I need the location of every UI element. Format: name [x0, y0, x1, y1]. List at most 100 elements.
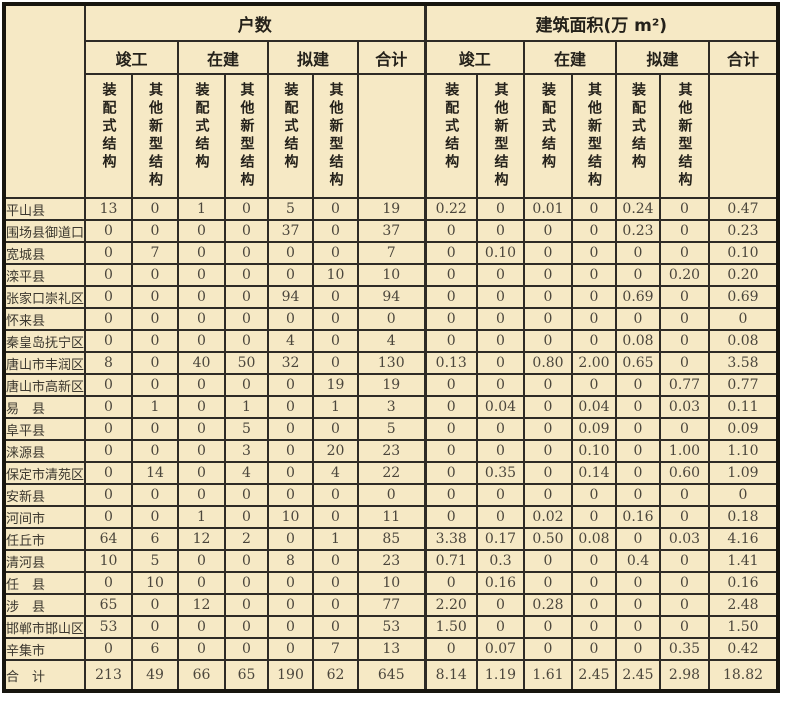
data-cell: 0 — [424, 395, 479, 419]
data-cell: 0 — [177, 241, 227, 265]
block-title-floor-area: 建筑面积(万 m²) — [424, 3, 780, 42]
data-cell: 0 — [476, 263, 526, 287]
data-cell: 0.42 — [708, 637, 780, 661]
data-cell: 0 — [571, 197, 618, 221]
data-cell: 0 — [357, 307, 427, 331]
data-cell: 13 — [84, 197, 134, 221]
data-cell: 0 — [312, 307, 360, 331]
row-label: 邯郸市邯山区 — [2, 615, 87, 639]
data-cell: 0 — [267, 483, 315, 507]
top-header-row: 户数 建筑面积(万 m²) — [2, 3, 780, 199]
table-row: 涞源县 0 0 0 3 0 20 23 0 0 0 0.10 0 1.00 1.10 — [2, 439, 780, 463]
data-cell: 0 — [571, 615, 618, 639]
data-cell: 0 — [267, 593, 315, 617]
sub-header-prefab-structure: 装配式结构 — [177, 73, 227, 199]
data-cell: 0.77 — [708, 373, 780, 397]
data-cell: 0.77 — [659, 373, 711, 397]
data-cell: 0 — [267, 615, 315, 639]
row-label: 任丘市 — [2, 527, 87, 551]
data-cell: 0 — [131, 285, 180, 309]
data-cell: 0.03 — [659, 527, 711, 551]
data-cell: 0 — [424, 241, 479, 265]
data-cell: 0 — [224, 483, 270, 507]
data-cell: 0 — [312, 351, 360, 375]
data-cell: 14 — [131, 461, 180, 485]
data-cell: 2.48 — [708, 593, 780, 617]
data-cell: 0 — [571, 329, 618, 353]
data-cell: 3 — [224, 439, 270, 463]
data-cell: 1.61 — [523, 659, 574, 692]
sub-header-other-new-structure: 其他新型结构 — [312, 73, 360, 199]
data-cell: 0 — [131, 329, 180, 353]
data-cell: 0 — [571, 549, 618, 573]
block-title-households: 户数 — [84, 3, 427, 42]
table-row: 邯郸市邯山区 53 0 0 0 0 0 53 1.50 0 0 0 0 0 1.50 — [2, 615, 780, 639]
data-cell: 0 — [523, 219, 574, 243]
data-cell: 1.09 — [708, 461, 780, 485]
row-label: 保定市清苑区 — [2, 461, 87, 485]
sub-header-other-new-structure: 其他新型结构 — [571, 73, 618, 199]
data-cell: 0 — [424, 373, 479, 397]
data-cell: 10 — [267, 505, 315, 529]
vertical-label: 装配式结构 — [100, 82, 117, 172]
data-cell: 0 — [523, 483, 574, 507]
data-cell: 0 — [224, 329, 270, 353]
data-cell: 0 — [312, 505, 360, 529]
data-cell: 0 — [424, 505, 479, 529]
table-row: 围场县御道口 0 0 0 0 37 0 37 0 0 0 0 0.23 0 0.23 — [2, 219, 780, 243]
row-label: 唐山市高新区 — [2, 373, 87, 397]
data-cell: 0 — [312, 219, 360, 243]
data-cell: 0 — [312, 593, 360, 617]
data-cell: 0.17 — [476, 527, 526, 551]
data-cell: 0 — [659, 307, 711, 331]
data-cell: 6 — [131, 527, 180, 551]
data-cell: 0 — [571, 637, 618, 661]
data-cell: 0 — [571, 505, 618, 529]
group-header-completed-area: 竣工 — [424, 40, 526, 75]
data-cell: 1 — [312, 527, 360, 551]
table-row: 河间市 0 0 1 0 10 0 11 0 0 0.02 0 0.16 0 0.18 — [2, 505, 780, 529]
data-cell: 0 — [424, 285, 479, 309]
data-cell: 0 — [84, 307, 134, 331]
data-cell: 1.10 — [708, 439, 780, 463]
data-cell: 0 — [357, 483, 427, 507]
data-cell: 0.08 — [708, 329, 780, 353]
data-cell: 4 — [224, 461, 270, 485]
data-cell: 0 — [177, 483, 227, 507]
group-header-total-area: 合计 — [708, 40, 780, 75]
data-cell: 0.3 — [476, 549, 526, 573]
data-cell: 0 — [659, 219, 711, 243]
sub-header-other-new-structure: 其他新型结构 — [659, 73, 711, 199]
data-cell: 0 — [615, 373, 662, 397]
data-cell: 0.14 — [571, 461, 618, 485]
data-cell: 645 — [357, 659, 427, 692]
data-cell: 0 — [615, 307, 662, 331]
data-cell: 0 — [131, 219, 180, 243]
row-label: 围场县御道口 — [2, 219, 87, 243]
vertical-label: 其他新型结构 — [492, 82, 509, 190]
data-cell: 0.04 — [476, 395, 526, 419]
vertical-label: 其他新型结构 — [327, 82, 344, 190]
data-cell: 0.04 — [571, 395, 618, 419]
group-header-planned-area: 拟建 — [615, 40, 711, 75]
data-cell: 0.22 — [424, 197, 479, 221]
data-cell: 1 — [312, 395, 360, 419]
data-cell: 0 — [312, 615, 360, 639]
data-cell: 0 — [659, 593, 711, 617]
data-cell: 64 — [84, 527, 134, 551]
data-cell: 62 — [312, 659, 360, 692]
data-cell: 3.58 — [708, 351, 780, 375]
vertical-label: 其他新型结构 — [676, 82, 693, 190]
row-label: 平山县 — [2, 197, 87, 221]
row-label: 秦皇岛抚宁区 — [2, 329, 87, 353]
data-cell: 0 — [615, 241, 662, 265]
data-cell: 0.24 — [615, 197, 662, 221]
data-cell: 94 — [267, 285, 315, 309]
data-cell: 0 — [224, 307, 270, 331]
data-cell: 1 — [177, 197, 227, 221]
data-cell: 0 — [131, 505, 180, 529]
data-cell: 0 — [267, 571, 315, 595]
data-cell: 0 — [224, 593, 270, 617]
data-cell: 0 — [224, 263, 270, 287]
data-cell: 0 — [571, 307, 618, 331]
